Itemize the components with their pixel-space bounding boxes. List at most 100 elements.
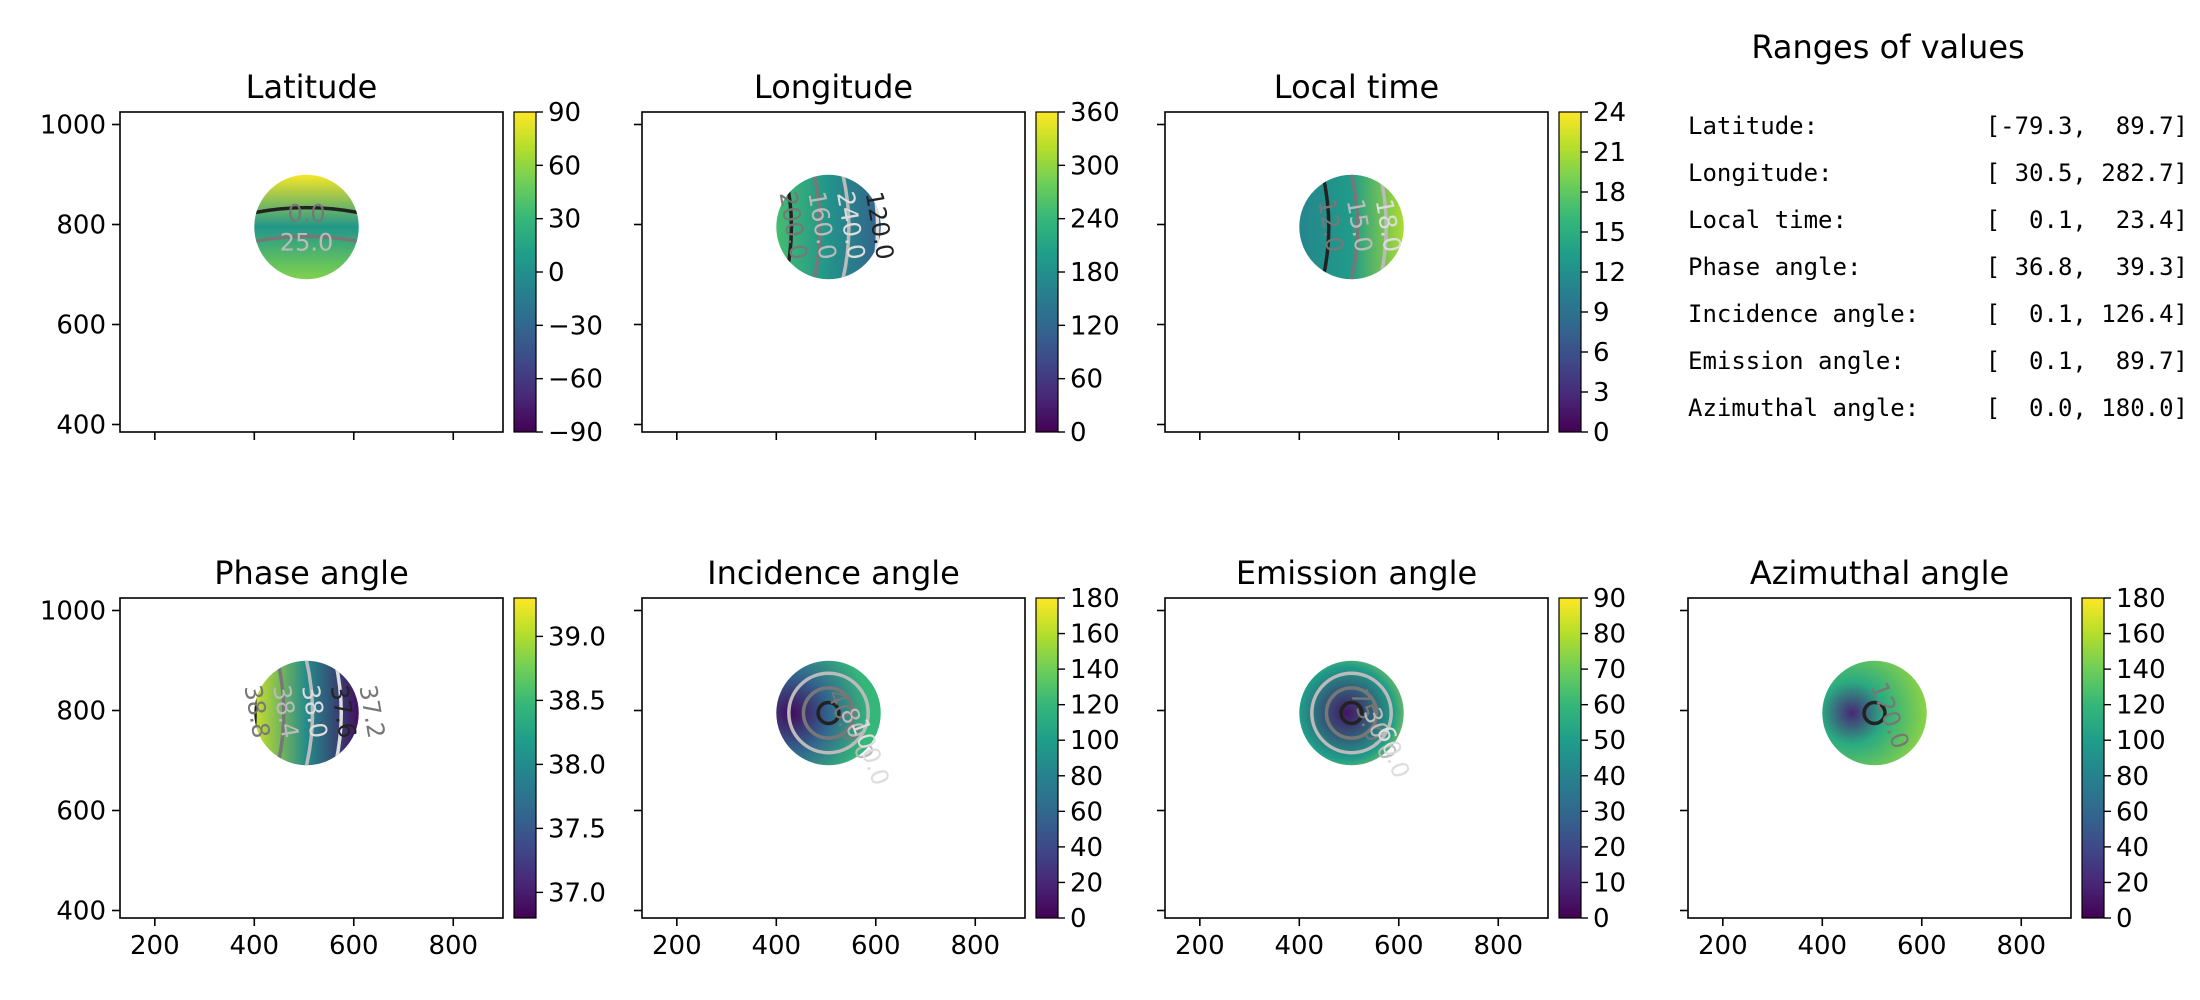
contour-lines (787, 671, 870, 755)
y-tick-label: 600 (56, 797, 106, 827)
range-value: [ 36.8, 39.3] (1985, 253, 2188, 281)
colorbar-tick-label: 10 (1593, 868, 1626, 898)
colorbar-tick-label: 38.5 (548, 686, 606, 716)
panel-title: Latitude (246, 68, 378, 106)
colorbar (513, 597, 537, 919)
colorbar-tick-label: 6 (1593, 338, 1610, 368)
panel-title: Phase angle (214, 554, 409, 592)
planet-disk (1299, 174, 1404, 280)
colorbar (1035, 111, 1059, 433)
planet-disk (776, 660, 881, 766)
range-value: [-79.3, 89.7] (1985, 112, 2188, 140)
colorbar-tick-label: 120 (2116, 691, 2166, 721)
y-tick-label: 400 (56, 897, 106, 927)
colorbar-tick-label: 300 (1070, 151, 1120, 181)
x-tick-label: 200 (130, 931, 180, 961)
colorbar-tick-label: −60 (548, 365, 603, 395)
panel-title: Azimuthal angle (1750, 554, 2009, 592)
x-tick-label: 600 (851, 931, 901, 961)
range-value: [ 0.1, 23.4] (1985, 206, 2188, 234)
range-row-local-time: Local time: [ 0.1, 23.4] (1688, 206, 2188, 242)
x-tick-label: 800 (1473, 931, 1523, 961)
contour-line (304, 660, 315, 766)
colorbar-tick-label: 80 (1070, 762, 1103, 792)
contour-label: 25.0 (280, 228, 333, 256)
x-tick-label: 800 (950, 931, 1000, 961)
colorbar-tick-label: 20 (2116, 868, 2149, 898)
contour-label: 0.0 (287, 200, 325, 228)
colorbar-tick-label: −30 (548, 311, 603, 341)
range-name: Incidence angle: (1688, 300, 1920, 328)
contour-line (333, 660, 343, 766)
x-tick-label: 800 (428, 931, 478, 961)
colorbar-tick-label: 12 (1593, 258, 1626, 288)
colorbar-tick-label: 80 (1593, 620, 1626, 650)
range-row-incidence-angle: Incidence angle: [ 0.1, 126.4] (1688, 300, 2188, 336)
colorbar-tick-label: 120 (1070, 691, 1120, 721)
colorbar (1035, 597, 1059, 919)
colorbar-tick-label: 160 (2116, 620, 2166, 650)
colorbar-tick-label: 180 (1070, 584, 1120, 614)
range-name: Latitude: (1688, 112, 1819, 140)
colorbar-tick-label: −90 (548, 418, 603, 448)
x-tick-label: 800 (1996, 931, 2046, 961)
colorbar-tick-label: 60 (548, 151, 581, 181)
colorbar-tick-label: 20 (1593, 833, 1626, 863)
contour-line (1310, 671, 1393, 755)
colorbar-tick-label: 140 (2116, 655, 2166, 685)
colorbar-tick-label: 90 (548, 98, 581, 128)
colorbar-tick-label: 40 (1070, 833, 1103, 863)
colorbar-tick-label: 15 (1593, 218, 1626, 248)
colorbar-tick-label: 18 (1593, 178, 1626, 208)
x-tick-label: 400 (751, 931, 801, 961)
planet-disk (776, 174, 881, 280)
range-row-azimuthal-angle: Azimuthal angle: [ 0.0, 180.0] (1688, 394, 2188, 430)
x-tick-label: 200 (652, 931, 702, 961)
colorbar-tick-label: 240 (1070, 205, 1120, 235)
colorbar (1558, 111, 1582, 433)
range-name: Emission angle: (1688, 347, 1905, 375)
colorbar-tick-label: 100 (2116, 726, 2166, 756)
x-tick-label: 200 (1175, 931, 1225, 961)
contour-line (1324, 686, 1379, 740)
contour-line (787, 671, 870, 755)
colorbar-tick-label: 3 (1593, 378, 1610, 408)
range-row-phase-angle: Phase angle: [ 36.8, 39.3] (1688, 253, 2188, 289)
colorbar-tick-label: 40 (1593, 762, 1626, 792)
colorbar-tick-label: 80 (2116, 762, 2149, 792)
range-name: Azimuthal angle: (1688, 394, 1920, 422)
range-name: Phase angle: (1688, 253, 1862, 281)
contour-line (254, 660, 257, 766)
colorbar-tick-label: 9 (1593, 298, 1610, 328)
colorbar-tick-label: 37.0 (548, 878, 606, 908)
panel-title: Incidence angle (707, 554, 960, 592)
range-name: Longitude: (1688, 159, 1833, 187)
contour-line (1378, 174, 1388, 280)
contour-line (276, 660, 286, 766)
contour-line (254, 234, 359, 244)
range-name: Local time: (1688, 206, 1847, 234)
colorbar-tick-label: 180 (2116, 584, 2166, 614)
contour-line (816, 700, 841, 726)
contour-lines (1321, 174, 1388, 280)
range-value: [ 0.1, 126.4] (1985, 300, 2188, 328)
x-tick-label: 400 (1797, 931, 1847, 961)
planet-disk (1299, 660, 1404, 766)
colorbar-tick-label: 37.5 (548, 814, 606, 844)
colorbar-tick-label: 60 (2116, 797, 2149, 827)
x-tick-label: 400 (1274, 931, 1324, 961)
contour-line (812, 174, 822, 280)
colorbar-tick-label: 50 (1593, 726, 1626, 756)
planet-disk (1822, 660, 1927, 766)
y-tick-label: 800 (56, 697, 106, 727)
colorbar-tick-label: 160 (1070, 620, 1120, 650)
colorbar-tick-label: 30 (548, 205, 581, 235)
range-value: [ 0.0, 180.0] (1985, 394, 2188, 422)
contour-line (1862, 700, 1887, 726)
